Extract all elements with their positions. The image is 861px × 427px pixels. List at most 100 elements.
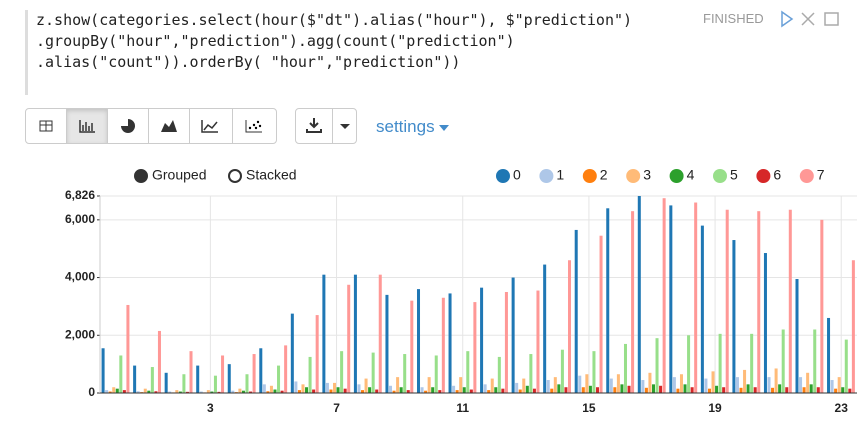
- bar: [136, 391, 140, 393]
- bar: [848, 388, 852, 393]
- scatter-chart-button[interactable]: [232, 108, 277, 144]
- y-tick-label: 6,826: [65, 188, 95, 202]
- bar: [375, 389, 379, 393]
- bar: [767, 377, 771, 393]
- bar: [108, 391, 112, 393]
- bar: [788, 209, 792, 393]
- mode-radio[interactable]: [134, 169, 148, 183]
- legend-swatch[interactable]: [539, 169, 554, 183]
- bar: [466, 351, 470, 393]
- bar: [273, 389, 277, 393]
- bar: [690, 387, 694, 393]
- code-line: .groupBy("hour","prediction").agg(count(…: [36, 32, 515, 50]
- bar: [249, 391, 253, 393]
- bar: [785, 387, 789, 393]
- settings-toggle[interactable]: settings: [376, 117, 450, 137]
- bar: [480, 287, 484, 393]
- mode-label: Stacked: [246, 167, 297, 183]
- bar: [599, 235, 603, 393]
- bar: [778, 384, 782, 393]
- bar: [844, 339, 848, 393]
- bar: [631, 211, 635, 393]
- bar: [536, 290, 540, 393]
- legend-swatch[interactable]: [799, 169, 814, 183]
- legend-swatch[interactable]: [626, 169, 641, 183]
- bar: [343, 388, 347, 393]
- bar: [329, 389, 333, 393]
- bar: [252, 354, 256, 393]
- code-editor[interactable]: z.show(categories.select(hour($"dt").ali…: [25, 10, 696, 95]
- bar: [269, 385, 273, 393]
- bar: [574, 229, 578, 393]
- bar: [837, 377, 841, 393]
- bar: [585, 374, 589, 393]
- paragraph-controls[interactable]: [780, 9, 850, 29]
- bar: [154, 391, 158, 393]
- legend-label: 1: [556, 167, 564, 183]
- bar: [199, 391, 203, 393]
- legend-swatch[interactable]: [756, 169, 771, 183]
- bar: [143, 388, 147, 393]
- bar: [578, 375, 582, 393]
- bar: [732, 240, 736, 393]
- mode-radio[interactable]: [228, 169, 242, 183]
- bar: [704, 378, 708, 393]
- bar: [676, 388, 680, 393]
- x-tick-label: 11: [456, 401, 469, 415]
- legend-swatch[interactable]: [582, 169, 597, 183]
- bar-chart-button[interactable]: [66, 108, 108, 144]
- bar: [217, 391, 221, 393]
- code-line: .alias("count")).orderBy( "hour","predic…: [36, 53, 461, 71]
- bar: [389, 385, 393, 393]
- status: FINISHED: [703, 11, 764, 26]
- bar: [711, 371, 715, 393]
- bar: [448, 293, 452, 393]
- bar: [490, 378, 494, 393]
- bar: [227, 364, 231, 393]
- bar: [178, 391, 182, 393]
- bar: [595, 387, 600, 393]
- bar: [763, 253, 767, 393]
- bar: [739, 387, 743, 393]
- download-menu-button[interactable]: [332, 108, 357, 144]
- bar: [115, 388, 119, 393]
- bar: [392, 390, 396, 393]
- area-chart-button[interactable]: [148, 108, 190, 144]
- line-chart-button[interactable]: [189, 108, 233, 144]
- bar: [238, 388, 242, 393]
- bar: [851, 260, 855, 393]
- bar: [406, 390, 410, 393]
- bar: [743, 369, 747, 393]
- bar: [659, 385, 663, 393]
- bar: [452, 385, 456, 393]
- legend-swatch[interactable]: [669, 169, 684, 183]
- pie-chart-button[interactable]: [107, 108, 149, 144]
- bar: [515, 382, 519, 393]
- bar: [353, 274, 357, 393]
- bar: [735, 377, 739, 393]
- bar: [469, 389, 473, 393]
- table-button[interactable]: [25, 108, 67, 144]
- bar: [662, 198, 666, 393]
- legend-label: 2: [600, 167, 608, 183]
- bar: [546, 380, 550, 393]
- bar: [529, 354, 533, 393]
- download-button[interactable]: [295, 108, 333, 144]
- bar: [592, 351, 596, 393]
- bar: [827, 317, 831, 393]
- x-tick-label: 15: [582, 401, 596, 415]
- bar: [133, 365, 137, 393]
- bar: [441, 297, 445, 393]
- bar: [340, 351, 344, 393]
- bar: [613, 387, 617, 393]
- legend-label: 7: [817, 167, 825, 183]
- bar: [347, 284, 351, 393]
- bar: [564, 387, 568, 393]
- bar: [816, 387, 820, 393]
- bar: [210, 391, 214, 393]
- bar: [196, 365, 200, 393]
- legend-swatch[interactable]: [713, 169, 727, 183]
- legend-swatch[interactable]: [496, 169, 510, 183]
- bar: [501, 388, 505, 393]
